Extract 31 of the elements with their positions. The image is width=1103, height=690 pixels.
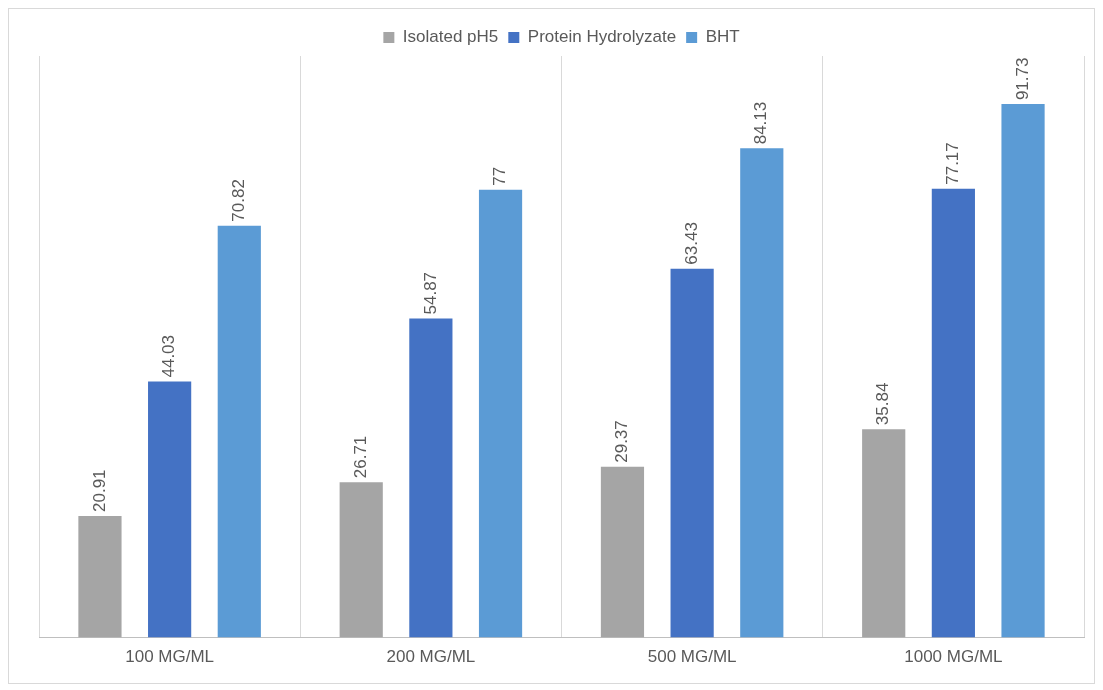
x-tick-label: 500 MG/ML	[647, 647, 737, 667]
legend-label: Protein Hydrolyzate	[527, 27, 677, 47]
bar	[600, 466, 645, 638]
bar	[217, 225, 261, 638]
legend-label: Isolated pH5	[402, 27, 499, 47]
bar	[862, 429, 906, 638]
bar	[740, 148, 784, 638]
bar	[1001, 104, 1045, 638]
data-label: 35.84	[873, 382, 893, 426]
data-label: 54.87	[420, 271, 440, 315]
legend-label: BHT	[705, 27, 740, 47]
bar	[409, 318, 453, 638]
bar	[670, 268, 714, 638]
x-tick-label: 100 MG/ML	[125, 647, 215, 667]
data-label: 29.37	[612, 420, 632, 463]
data-label: 44.03	[159, 334, 179, 378]
data-label: 20.91	[89, 469, 109, 512]
bar	[478, 189, 523, 638]
data-label: 70.82	[228, 179, 248, 222]
data-label: 77	[490, 166, 510, 186]
bar	[339, 482, 383, 638]
x-tick-label: 200 MG/ML	[386, 647, 476, 667]
data-label: 91.73	[1012, 57, 1032, 101]
bar	[931, 188, 975, 638]
bar	[78, 515, 122, 638]
data-label: 63.43	[681, 222, 701, 265]
data-label: 26.71	[350, 435, 370, 479]
data-label: 84.13	[751, 101, 771, 145]
data-label: 77.17	[943, 142, 963, 185]
bar	[148, 381, 192, 638]
x-tick-label: 1000 MG/ML	[904, 647, 1003, 667]
